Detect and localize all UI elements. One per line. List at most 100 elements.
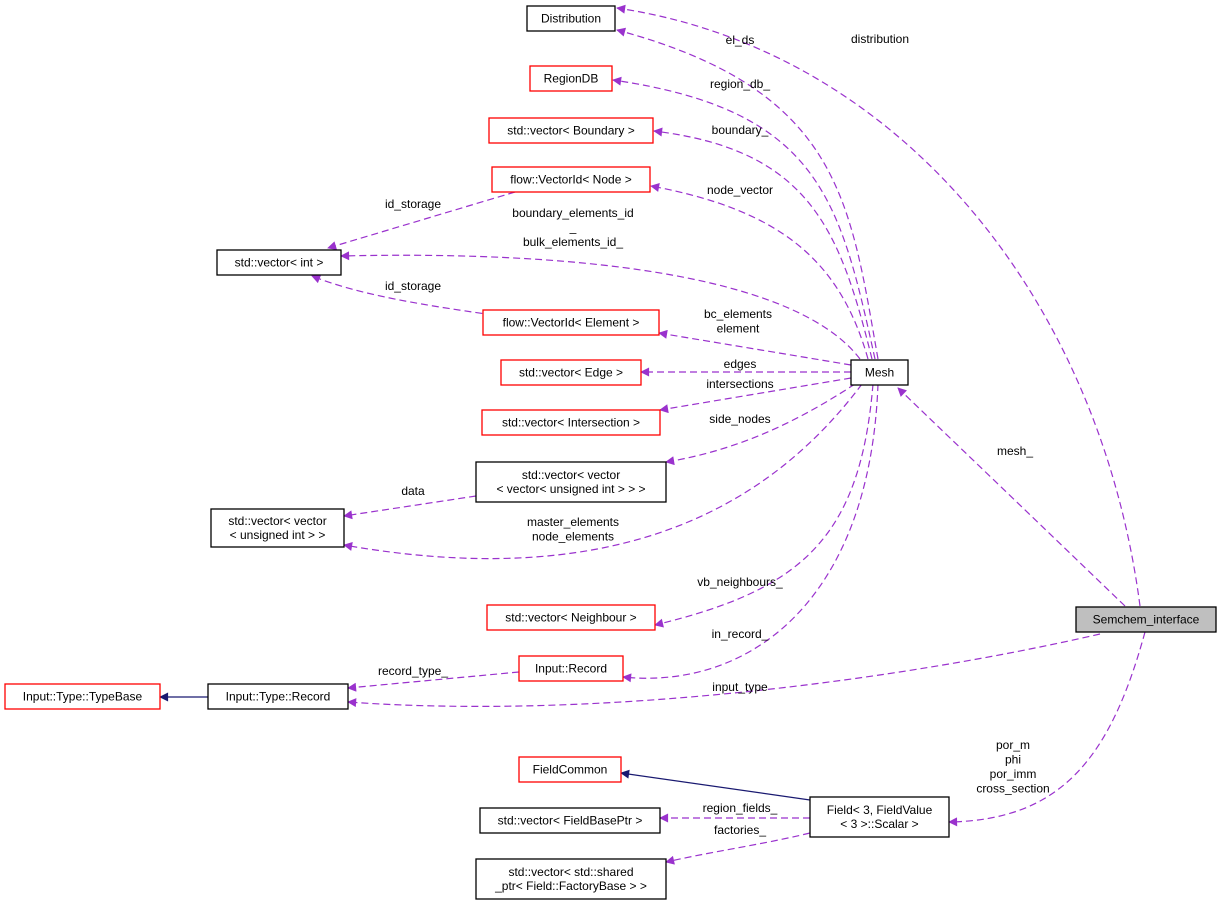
node-fieldcommon[interactable]: FieldCommon	[518, 756, 622, 783]
node-vec_boundary[interactable]: std::vector< Boundary >	[488, 117, 654, 144]
node-box	[850, 359, 909, 386]
node-box	[809, 796, 950, 838]
edge-mesh-to-vec_neighbour: vb_neighbours_	[654, 383, 874, 628]
edge-line	[340, 251, 861, 360]
node-label: std::vector< Intersection >	[502, 416, 640, 430]
edge-vid_element-to-vec_int: id_storage	[311, 274, 516, 319]
node-vec_vec_vec[interactable]: std::vector< vector< vector< unsigned in…	[475, 461, 667, 503]
edge-label: master_elements	[527, 515, 619, 529]
edge-line	[653, 127, 873, 360]
node-type_record[interactable]: Input::Type::Record	[207, 683, 349, 710]
edge-semchem-to-type_record: input_type	[347, 633, 1101, 708]
node-label: Mesh	[865, 366, 894, 380]
node-label: flow::VectorId< Element >	[503, 316, 640, 330]
node-vec_shared[interactable]: std::vector< std::shared_ptr< Field::Fac…	[475, 858, 667, 900]
node-label: < unsigned int > >	[230, 528, 326, 542]
node-label: RegionDB	[544, 72, 599, 86]
edge-mesh-to-vec_intersection: intersections	[659, 377, 852, 414]
node-box	[210, 508, 345, 548]
edge-label: record_type_	[378, 664, 448, 678]
node-label: FieldCommon	[533, 763, 608, 777]
edge-label: factories_	[714, 823, 766, 837]
edge-mesh-to-vec_boundary: boundary_	[653, 123, 873, 360]
edge-line	[347, 633, 1101, 708]
edge-label: _	[569, 221, 577, 235]
edge-line	[343, 383, 863, 560]
node-label: Field< 3, FieldValue	[827, 803, 933, 817]
node-box	[482, 309, 660, 336]
node-label: std::vector< vector	[522, 468, 620, 482]
edge-line	[343, 495, 477, 520]
edge-label: element	[717, 322, 760, 336]
node-vid_element[interactable]: flow::VectorId< Element >	[482, 309, 660, 336]
node-vid_node[interactable]: flow::VectorId< Node >	[491, 166, 651, 193]
edge-label: id_storage	[385, 197, 441, 211]
node-box	[518, 756, 622, 783]
node-box	[491, 166, 651, 193]
edge-line	[347, 671, 520, 692]
edge-field-to-vec_shared: factories_	[665, 823, 811, 865]
edge-line	[620, 769, 811, 801]
node-box	[207, 683, 349, 710]
edge-label: bulk_elements_id_	[523, 235, 623, 249]
edge-label: region_db_	[710, 77, 770, 91]
edge-mesh-to-vid_node: node_vector	[650, 183, 869, 360]
edge-label: region_fields_	[703, 801, 778, 815]
node-box	[475, 858, 667, 900]
edge-mesh-to-vec_int: boundary_elements_id_bulk_elements_id_	[340, 206, 861, 360]
edge-label: bc_elements	[704, 307, 772, 321]
edge-label: por_imm	[990, 767, 1037, 781]
edge-label: intersections	[706, 377, 773, 391]
node-regiondb[interactable]: RegionDB	[529, 65, 613, 92]
node-vec_vec_uint[interactable]: std::vector< vector< unsigned int > >	[210, 508, 345, 548]
edge-label: phi	[1005, 753, 1021, 767]
node-vec_int[interactable]: std::vector< int >	[216, 249, 342, 276]
node-label: Input::Type::TypeBase	[23, 690, 143, 704]
edge-label: side_nodes	[709, 412, 770, 426]
node-label: std::vector< int >	[235, 256, 324, 270]
node-box	[500, 359, 642, 386]
node-vec_neighbour[interactable]: std::vector< Neighbour >	[486, 604, 656, 631]
node-label: Input::Type::Record	[226, 690, 331, 704]
node-vec_edge[interactable]: std::vector< Edge >	[500, 359, 642, 386]
node-semchem[interactable]: Semchem_interface	[1075, 606, 1217, 633]
node-label: < vector< unsigned int > > >	[496, 482, 645, 496]
node-box	[216, 249, 342, 276]
edge-label: por_m	[996, 738, 1030, 752]
node-label: std::vector< std::shared	[508, 865, 633, 879]
node-mesh[interactable]: Mesh	[850, 359, 909, 386]
edge-label: node_elements	[532, 530, 614, 544]
edge-semchem-to-mesh: mesh_	[897, 387, 1126, 607]
node-box	[488, 117, 654, 144]
node-box	[479, 807, 661, 834]
node-label: Distribution	[541, 12, 601, 26]
edge-vec_vec_vec-to-vec_vec_uint: data	[343, 484, 477, 520]
node-box	[518, 655, 624, 682]
edge-label: edges	[724, 357, 757, 371]
edge-line	[622, 383, 879, 683]
edge-line	[897, 387, 1126, 607]
edge-label: id_storage	[385, 279, 441, 293]
node-field[interactable]: Field< 3, FieldValue< 3 >::Scalar >	[809, 796, 950, 838]
node-box	[486, 604, 656, 631]
node-label: std::vector< Neighbour >	[505, 611, 636, 625]
edge-line	[665, 383, 856, 466]
node-vec_fieldbase[interactable]: std::vector< FieldBasePtr >	[479, 807, 661, 834]
edge-field-to-vec_fieldbase: region_fields_	[659, 801, 810, 823]
edge-label: input_type	[712, 680, 768, 694]
node-typebase[interactable]: Input::Type::TypeBase	[4, 683, 161, 710]
node-vec_intersection[interactable]: std::vector< Intersection >	[481, 409, 661, 436]
edge-mesh-to-regiondb: region_db_	[612, 76, 876, 360]
edge-label: boundary_elements_id	[512, 206, 633, 220]
edge-line	[650, 183, 869, 360]
node-distribution[interactable]: Distribution	[526, 5, 616, 32]
node-box	[529, 65, 613, 92]
edge-line	[654, 383, 874, 628]
node-input_record[interactable]: Input::Record	[518, 655, 624, 682]
node-label: std::vector< Boundary >	[507, 124, 634, 138]
edge-label: vb_neighbours_	[697, 575, 783, 589]
node-label: Semchem_interface	[1093, 613, 1200, 627]
